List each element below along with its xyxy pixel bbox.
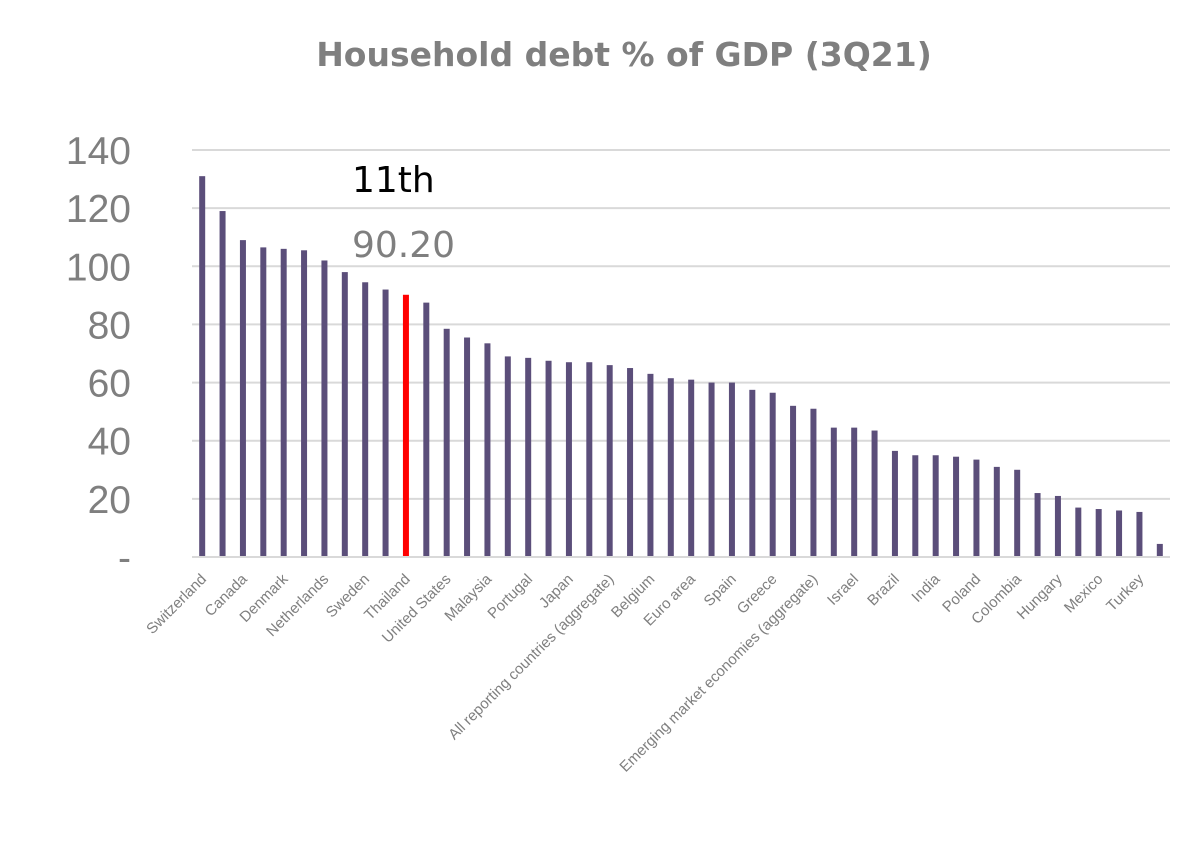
bar bbox=[851, 427, 858, 557]
bar bbox=[586, 362, 593, 557]
annotation-rank: 11th bbox=[352, 160, 435, 201]
y-tick-label: 40 bbox=[88, 421, 131, 464]
bar bbox=[362, 282, 369, 557]
bar bbox=[1014, 469, 1021, 557]
gridlines bbox=[192, 149, 1170, 500]
bar bbox=[321, 260, 328, 557]
bar bbox=[382, 289, 389, 557]
bar bbox=[1156, 543, 1163, 557]
bar bbox=[545, 360, 552, 557]
bar bbox=[341, 272, 348, 557]
bar bbox=[749, 389, 756, 557]
bar-highlighted bbox=[402, 294, 409, 557]
bar bbox=[464, 337, 471, 557]
bar bbox=[932, 455, 939, 557]
bar bbox=[199, 176, 206, 557]
bar bbox=[606, 365, 613, 557]
x-tick-label: Portugal bbox=[484, 571, 536, 623]
bars bbox=[199, 176, 1163, 558]
y-tick-label: 100 bbox=[66, 246, 131, 289]
bar bbox=[688, 379, 695, 557]
bar bbox=[239, 240, 246, 557]
bar bbox=[891, 450, 898, 557]
x-tick-label: Switzerland bbox=[143, 571, 210, 638]
bar bbox=[565, 362, 572, 557]
x-tick-label: Brazil bbox=[864, 571, 903, 610]
bar bbox=[219, 211, 226, 558]
bar bbox=[443, 328, 450, 557]
bar bbox=[1136, 511, 1143, 557]
bar bbox=[484, 343, 491, 557]
bar bbox=[1095, 509, 1102, 557]
y-tick-label: 20 bbox=[88, 479, 131, 522]
bar bbox=[1034, 493, 1041, 557]
bar bbox=[993, 466, 1000, 557]
y-tick-label: 60 bbox=[88, 363, 131, 406]
bar bbox=[260, 247, 267, 557]
bar bbox=[647, 373, 654, 557]
bar bbox=[810, 408, 817, 557]
x-tick-label: Israel bbox=[824, 571, 862, 609]
y-tick-label: 140 bbox=[66, 130, 131, 173]
bar bbox=[1054, 495, 1061, 557]
bar bbox=[1116, 510, 1123, 557]
bar bbox=[301, 250, 308, 557]
bar bbox=[525, 357, 532, 557]
y-axis-ticks: - 20 40 60 80 100 120 140 bbox=[66, 130, 131, 580]
y-tick-label: 80 bbox=[88, 304, 131, 347]
bar bbox=[912, 455, 919, 557]
bar bbox=[953, 456, 960, 557]
bar bbox=[280, 248, 287, 558]
y-tick-label: 120 bbox=[66, 188, 131, 231]
bar bbox=[1075, 507, 1082, 557]
bar bbox=[830, 427, 837, 557]
x-tick-label: Mexico bbox=[1061, 571, 1107, 617]
x-tick-label: Turkey bbox=[1103, 570, 1147, 614]
bar bbox=[708, 382, 715, 557]
bar bbox=[667, 378, 674, 557]
bar bbox=[627, 368, 634, 557]
y-tick-label: - bbox=[118, 537, 131, 580]
bar bbox=[871, 430, 878, 557]
bar bbox=[504, 356, 511, 557]
bar bbox=[769, 392, 776, 557]
bar bbox=[973, 459, 980, 557]
bar bbox=[790, 405, 797, 557]
bar bbox=[423, 302, 430, 557]
annotation-value: 90.20 bbox=[352, 225, 455, 266]
x-tick-label: Hungary bbox=[1014, 570, 1066, 622]
x-tick-label: India bbox=[908, 570, 943, 605]
x-axis-ticks: SwitzerlandCanadaDenmarkNetherlandsSwede… bbox=[143, 570, 1147, 775]
chart-title: Household debt % of GDP (3Q21) bbox=[316, 35, 932, 74]
bar bbox=[728, 382, 735, 557]
